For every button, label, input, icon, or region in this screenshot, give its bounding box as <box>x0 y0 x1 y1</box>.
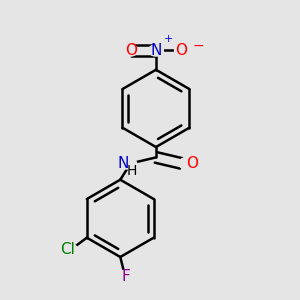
Text: H: H <box>127 164 137 178</box>
Text: O: O <box>175 43 187 58</box>
Text: N: N <box>150 43 162 58</box>
Ellipse shape <box>175 45 188 56</box>
Ellipse shape <box>57 244 78 256</box>
Ellipse shape <box>124 45 137 56</box>
Text: N: N <box>118 156 129 171</box>
Ellipse shape <box>148 45 164 56</box>
Text: O: O <box>125 43 137 58</box>
Text: +: + <box>164 34 173 44</box>
Text: O: O <box>187 156 199 171</box>
Text: Cl: Cl <box>60 242 75 257</box>
Ellipse shape <box>120 271 132 282</box>
Text: −: − <box>193 39 204 53</box>
Ellipse shape <box>179 158 192 169</box>
Ellipse shape <box>119 158 136 169</box>
Text: F: F <box>122 269 130 284</box>
